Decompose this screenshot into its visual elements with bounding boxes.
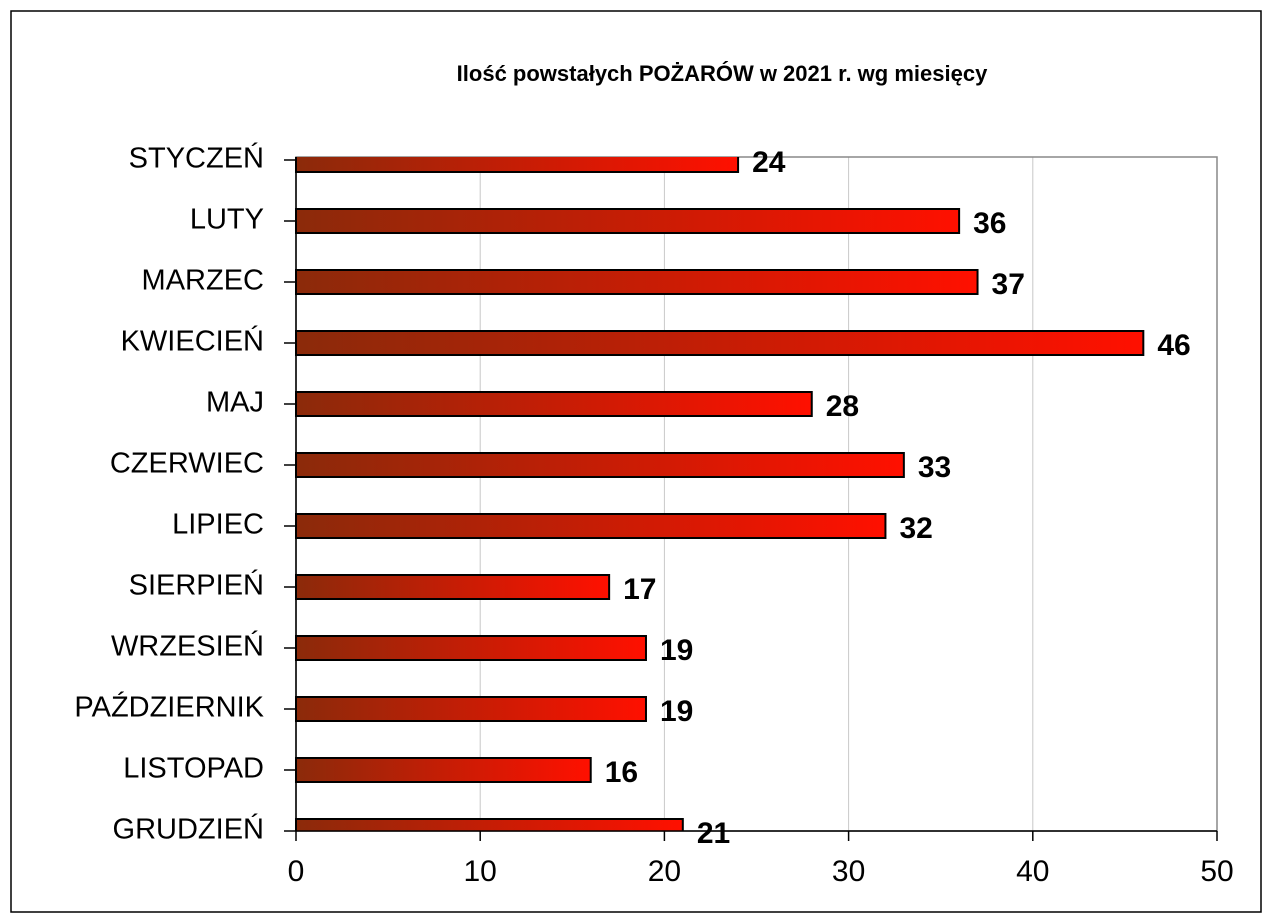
x-tick-label: 40 (1016, 855, 1049, 888)
y-tick-label: LIPIEC (172, 509, 264, 541)
data-label: 36 (973, 207, 1006, 240)
y-tick-label: KWIECIEŃ (121, 325, 264, 358)
bar (295, 757, 592, 783)
bar (295, 513, 887, 539)
bar (295, 208, 961, 234)
bar (295, 391, 813, 417)
x-tick-label: 0 (288, 855, 305, 888)
y-tick-label: GRUDZIEŃ (113, 813, 264, 846)
bar (295, 330, 1145, 356)
x-tick-label: 50 (1200, 855, 1233, 888)
data-label: 16 (605, 756, 638, 789)
chart-title: Ilość powstałych POŻARÓW w 2021 r. wg mi… (457, 61, 988, 86)
bar (295, 574, 611, 600)
bar (295, 635, 647, 661)
bar (295, 696, 647, 722)
x-tick-label: 20 (648, 855, 681, 888)
data-label: 33 (918, 451, 951, 484)
data-label: 32 (899, 512, 932, 545)
data-label: 24 (752, 146, 786, 179)
y-tick-label: LUTY (190, 204, 264, 236)
y-tick-label: CZERWIEC (110, 448, 264, 480)
bar (295, 818, 684, 831)
data-label: 21 (697, 817, 730, 850)
x-tick-label: 10 (464, 855, 497, 888)
y-tick-label: PAŹDZIERNIK (74, 691, 264, 724)
data-label: 17 (623, 573, 656, 606)
x-tick-label: 30 (832, 855, 865, 888)
data-label: 19 (660, 634, 693, 667)
data-label: 37 (992, 268, 1025, 301)
y-tick-label: SIERPIEŃ (129, 569, 264, 602)
y-tick-label: MARZEC (142, 265, 264, 297)
bar (295, 452, 905, 478)
data-label: 28 (826, 390, 859, 423)
bar (295, 269, 979, 295)
y-tick-label: WRZESIEŃ (111, 630, 264, 663)
y-tick-label: LISTOPAD (123, 753, 264, 785)
y-tick-label: MAJ (206, 387, 264, 419)
y-tick-label: STYCZEŃ (129, 142, 264, 175)
data-label: 19 (660, 695, 693, 728)
data-label: 46 (1157, 329, 1190, 362)
